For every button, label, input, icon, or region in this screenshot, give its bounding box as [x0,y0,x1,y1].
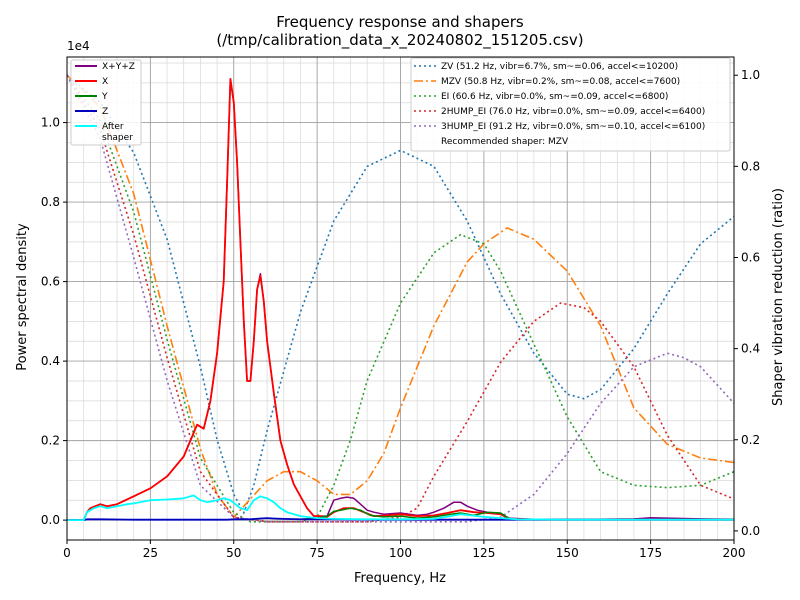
y2-tick-label: 0.6 [741,250,760,264]
psd-line-z [67,517,734,521]
y2-axis-label: Shaper vibration reduction (ratio) [771,188,786,406]
x-tick-label: 200 [723,546,746,560]
x-tick-label: 0 [63,546,71,560]
legend-label: MZV (50.8 Hz, vibr=0.2%, sm~=0.08, accel… [441,77,680,87]
psd-curves [67,78,734,521]
psd-line-after-shaper [67,494,734,521]
shaper-legend: ZV (51.2 Hz, vibr=6.7%, sm~=0.06, accel<… [410,57,731,152]
legend-label: X [102,77,108,87]
shaper-line-mzv [67,74,734,519]
psd-line-x [67,78,734,521]
legend-label: EI (60.6 Hz, vibr=0.0%, sm~=0.09, accel<… [441,92,668,102]
chart-title: Frequency response and shapers [276,13,524,31]
y-tick-label: 0.2 [41,434,60,448]
legend-label: Recommended shaper: MZV [441,137,569,147]
shaper-line-2hump-ei [67,74,734,523]
shaper-legend-box [410,57,731,152]
y-tick-label: 0.0 [41,513,60,527]
x-tick-label: 50 [226,546,241,560]
shaper-curves [67,74,734,523]
legend-label: 2HUMP_EI (76.0 Hz, vibr=0.0%, sm~=0.09, … [441,107,705,117]
chart-subtitle: (/tmp/calibration_data_x_20240802_151205… [216,31,583,50]
y2-tick-label: 0.0 [741,524,760,538]
y2-tick-label: 0.8 [741,159,760,173]
psd-line-y [300,507,534,521]
x-tick-label: 25 [143,546,158,560]
x-tick-label: 150 [556,546,579,560]
x-tick-label: 100 [389,546,412,560]
legend-label: X+Y+Z [102,62,135,72]
y-axis-ticks: 0.0 0.2 0.4 0.6 0.8 1.0 [41,116,67,527]
shaper-line-zv [67,74,734,515]
y-axis-label: Power spectral density [15,223,30,371]
legend-label: After [102,122,124,132]
x-axis-ticks: 0 25 50 75 100 125 150 175 200 [63,540,745,560]
legend-label: shaper [102,133,133,143]
y-tick-label: 0.8 [41,195,60,209]
x-tick-label: 125 [472,546,495,560]
y-tick-label: 0.4 [41,354,60,368]
legend-label: Y [101,92,108,102]
x-tick-label: 75 [309,546,324,560]
legend-label: 3HUMP_EI (91.2 Hz, vibr=0.0%, sm~=0.10, … [441,122,705,132]
y2-tick-label: 0.4 [741,342,760,356]
y2-tick-label: 0.2 [741,433,760,447]
legend-label: ZV (51.2 Hz, vibr=6.7%, sm~=0.06, accel<… [441,62,678,72]
y-tick-label: 0.6 [41,275,60,289]
y-multiplier: 1e4 [67,39,90,53]
y2-tick-label: 1.0 [741,68,760,82]
legend-label: Z [102,107,108,117]
y2-axis-ticks: 0.0 0.2 0.4 0.6 0.8 1.0 [734,68,760,538]
y-tick-label: 1.0 [41,116,60,130]
x-axis-label: Frequency, Hz [354,571,446,586]
x-tick-label: 175 [639,546,662,560]
